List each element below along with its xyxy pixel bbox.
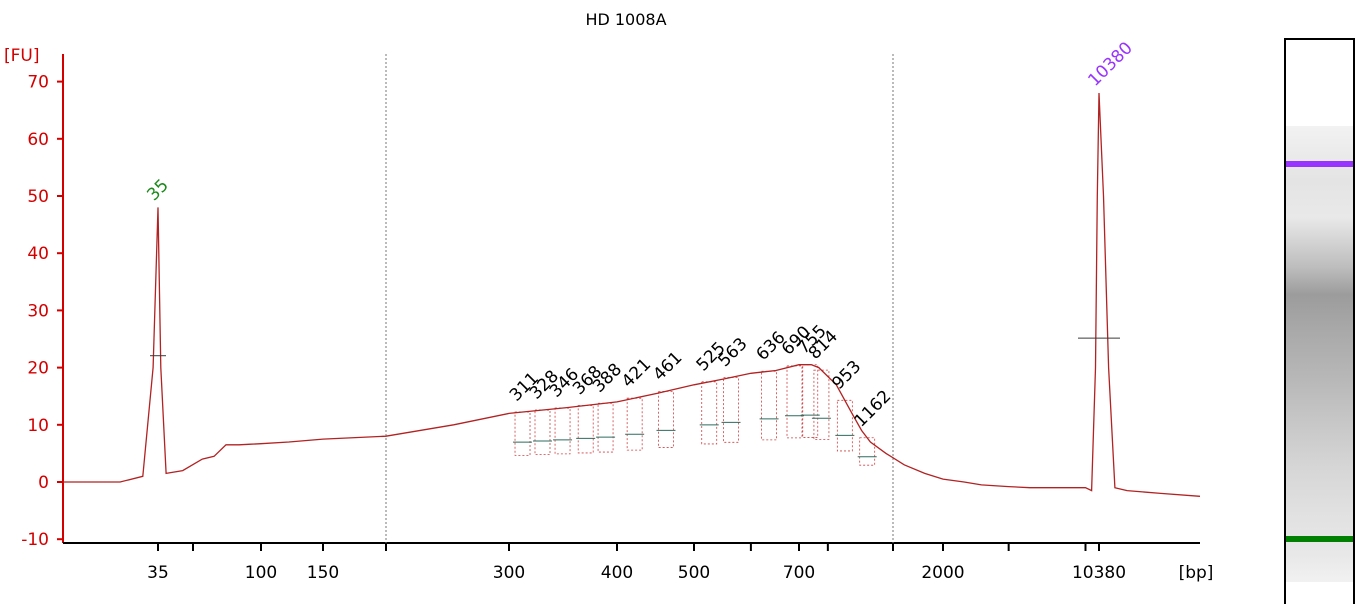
smear-peak-label: 563: [714, 334, 751, 371]
signal-trace: [63, 92, 1201, 497]
x-tick-label: 500: [678, 563, 710, 583]
peak-integration-box: [577, 405, 594, 454]
peak-integration-box: [786, 365, 803, 439]
x-tick-label: 300: [493, 563, 525, 583]
y-axis-label: [FU]: [4, 46, 40, 66]
peak-integration-box: [626, 397, 643, 451]
peak-integration-box: [723, 377, 739, 443]
peak-integration-box: [836, 399, 853, 452]
y-tick-label: 10: [27, 416, 49, 436]
y-tick-label: -10: [21, 530, 49, 550]
peak-integration-box: [802, 364, 819, 438]
x-axis-label: [bp]: [1179, 563, 1214, 583]
gel-lane: [1286, 126, 1353, 582]
electropherogram-chart: HD 1008A [FU] [bp] -10 0 10 20 30 40 50 60 70 35…: [4, 10, 1214, 583]
x-tick-label: 35: [147, 563, 169, 583]
peak-integration-box: [554, 407, 571, 455]
smear-peak-label: 461: [649, 348, 686, 385]
x-tick-label: 150: [307, 563, 339, 583]
gel-image: [1284, 38, 1355, 604]
peak-integration-box: [701, 381, 718, 445]
y-tick-label: 30: [27, 301, 49, 321]
smear-peak-label: 953: [828, 357, 865, 394]
y-tick-label: 60: [27, 130, 49, 150]
peak-integration-box: [658, 390, 674, 448]
gel-upper-marker-band: [1286, 161, 1353, 167]
peak-integration-box: [761, 370, 777, 441]
chart-title: HD 1008A: [585, 10, 666, 29]
y-tick-label: 40: [27, 244, 49, 264]
y-tick-label: 0: [38, 473, 49, 493]
peak-integration-box: [534, 409, 551, 456]
y-tick-label: 20: [27, 359, 49, 379]
gel-lower-marker-band: [1286, 536, 1353, 542]
smear-peak-label: 1162: [851, 387, 896, 432]
peak-integration-box: [813, 369, 830, 440]
y-tick-label: 70: [27, 73, 49, 93]
smear-peak-label: 421: [618, 355, 655, 392]
x-tick-label: 10380: [1072, 563, 1126, 583]
x-tick-label: 400: [601, 563, 633, 583]
peak-integration-box: [597, 402, 614, 453]
x-tick-label: 700: [783, 563, 815, 583]
marker-peak-label: 10380: [1084, 38, 1136, 90]
y-tick-label: 50: [27, 187, 49, 207]
x-tick-label: 2000: [921, 563, 964, 583]
peak-integration-box: [859, 437, 876, 466]
x-tick-label: 100: [245, 563, 277, 583]
peak-integration-box: [514, 411, 531, 456]
marker-peak-label: 35: [143, 176, 172, 205]
